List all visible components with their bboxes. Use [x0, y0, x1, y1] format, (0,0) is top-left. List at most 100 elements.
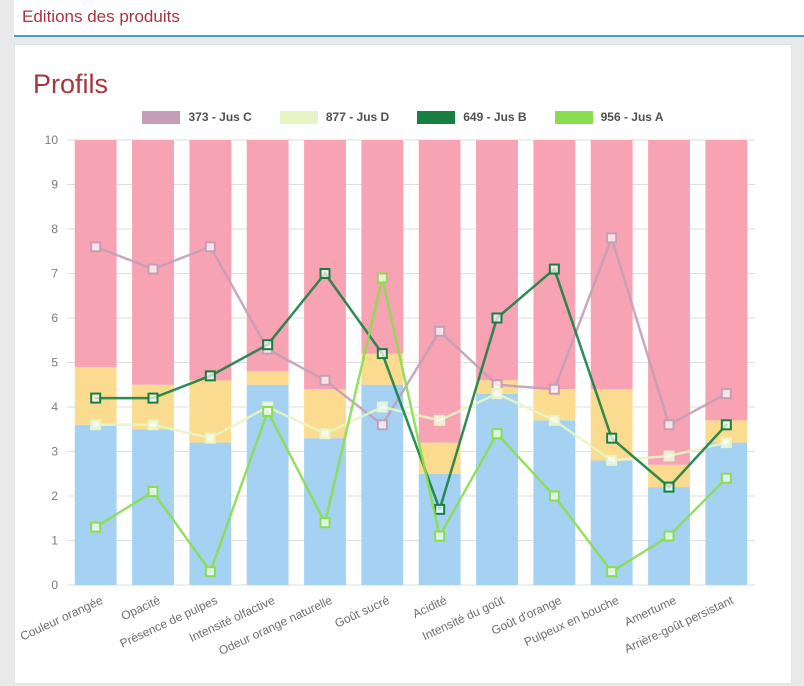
- data-point-marker[interactable]: [663, 450, 675, 462]
- legend-item-373-jus-c[interactable]: 373 - Jus C: [142, 110, 252, 124]
- data-point-marker[interactable]: [434, 325, 446, 337]
- x-tick-label: Pulpeux en bouche: [522, 593, 621, 649]
- legend-label: 373 - Jus C: [188, 110, 252, 124]
- data-point-marker[interactable]: [262, 405, 274, 417]
- data-point-marker[interactable]: [491, 388, 503, 400]
- data-point-marker[interactable]: [90, 241, 102, 253]
- band-segment-low: [533, 420, 576, 585]
- data-point-marker[interactable]: [663, 530, 675, 542]
- band-segment-high: [361, 140, 404, 354]
- y-tick-label: 6: [51, 311, 58, 325]
- y-tick-label: 7: [51, 267, 58, 281]
- band-segment-high: [705, 140, 748, 421]
- y-tick-label: 4: [51, 400, 58, 414]
- series-line-649-jus-b: [94, 267, 728, 511]
- band-segment-mid: [648, 464, 690, 488]
- band-segment-high: [189, 140, 232, 381]
- data-point-marker[interactable]: [147, 419, 159, 431]
- data-point-marker[interactable]: [606, 432, 618, 444]
- profiles-panel: Profils 373 - Jus C 877 - Jus D 649 - Jus …: [14, 44, 792, 684]
- data-point-marker[interactable]: [90, 392, 102, 404]
- data-point-marker[interactable]: [90, 419, 102, 431]
- legend-swatch: [554, 110, 593, 124]
- band-segment-low: [418, 473, 461, 585]
- x-tick-label: Arrière-goût persistant: [622, 593, 736, 656]
- band-segment-low: [189, 442, 232, 585]
- data-point-marker[interactable]: [606, 232, 618, 244]
- band-segment-mid: [246, 371, 289, 385]
- data-point-marker[interactable]: [90, 521, 102, 533]
- legend-swatch: [417, 110, 456, 124]
- data-point-marker[interactable]: [720, 388, 732, 400]
- profiles-chart: 373 - Jus C 877 - Jus D 649 - Jus B 956 - J…: [15, 110, 791, 686]
- data-point-marker[interactable]: [548, 414, 560, 426]
- data-point-marker[interactable]: [319, 428, 331, 440]
- data-point-marker[interactable]: [262, 339, 274, 351]
- data-point-marker[interactable]: [663, 419, 675, 431]
- series-line-956-jus-a: [94, 276, 728, 573]
- data-point-marker[interactable]: [204, 370, 216, 382]
- legend-item-956-jus-a[interactable]: 956 - Jus A: [554, 110, 664, 124]
- data-point-marker[interactable]: [147, 392, 159, 404]
- band-segment-low: [246, 384, 289, 585]
- y-tick-label: 9: [51, 178, 58, 192]
- data-point-marker[interactable]: [606, 566, 618, 578]
- band-segment-mid: [189, 380, 232, 443]
- data-point-marker[interactable]: [376, 348, 388, 360]
- legend-item-649-jus-b[interactable]: 649 - Jus B: [417, 110, 527, 124]
- data-point-marker[interactable]: [491, 312, 503, 324]
- x-tick-label: Acidité: [410, 593, 449, 621]
- page-header-title: Editions des produits: [22, 7, 180, 26]
- x-tick-label: Goût sucré: [332, 593, 391, 631]
- band-segment-high: [304, 140, 346, 390]
- legend-item-877-jus-d[interactable]: 877 - Jus D: [279, 110, 390, 124]
- band-segment-low: [476, 393, 518, 585]
- data-point-marker[interactable]: [548, 263, 560, 275]
- chart-legend: 373 - Jus C 877 - Jus D 649 - Jus B 956 - J…: [15, 110, 791, 124]
- band-segment-low: [132, 429, 174, 585]
- legend-label: 649 - Jus B: [463, 110, 527, 124]
- band-segment-low: [705, 442, 748, 585]
- data-point-marker[interactable]: [720, 472, 732, 484]
- data-point-marker[interactable]: [204, 241, 216, 253]
- data-point-marker[interactable]: [147, 263, 159, 275]
- legend-swatch: [142, 110, 181, 124]
- band-segment-high: [418, 140, 461, 443]
- data-point-marker[interactable]: [606, 454, 618, 466]
- data-point-marker[interactable]: [204, 566, 216, 578]
- data-point-marker[interactable]: [720, 419, 732, 431]
- band-segment-high: [648, 140, 690, 465]
- legend-swatch: [279, 110, 318, 124]
- data-point-marker[interactable]: [204, 432, 216, 444]
- data-point-marker[interactable]: [663, 481, 675, 493]
- data-point-marker[interactable]: [720, 437, 732, 449]
- data-point-marker[interactable]: [319, 374, 331, 386]
- data-point-marker[interactable]: [376, 419, 388, 431]
- x-tick-label: Couleur orangée: [18, 593, 105, 644]
- legend-label: 877 - Jus D: [325, 110, 390, 124]
- data-point-marker[interactable]: [319, 517, 331, 529]
- data-point-marker[interactable]: [548, 383, 560, 395]
- data-point-marker[interactable]: [434, 414, 446, 426]
- data-point-marker[interactable]: [548, 490, 560, 502]
- series-line-877-jus-d: [94, 392, 728, 462]
- page-header: Editions des produits: [14, 0, 804, 37]
- y-tick-label: 0: [51, 578, 58, 592]
- data-point-marker[interactable]: [434, 503, 446, 515]
- data-point-marker[interactable]: [491, 379, 503, 391]
- panel-heading: Profils: [33, 69, 109, 99]
- data-point-marker[interactable]: [147, 486, 159, 498]
- x-tick-label: Opacité: [119, 593, 163, 623]
- y-tick-label: 3: [51, 445, 58, 459]
- band-segment-high: [246, 140, 289, 372]
- data-point-marker[interactable]: [434, 530, 446, 542]
- data-point-marker[interactable]: [376, 272, 388, 284]
- data-point-marker[interactable]: [491, 428, 503, 440]
- data-point-marker[interactable]: [376, 401, 388, 413]
- band-segment-high: [476, 140, 518, 381]
- chart-canvas: 0 1 2 3 4 5 6 7 8 9 10 Couleur orangée OpacitéPrésen…: [18, 133, 755, 658]
- data-point-marker[interactable]: [319, 268, 331, 279]
- y-tick-label: 1: [51, 534, 58, 548]
- series-line-373-jus-c: [94, 236, 728, 427]
